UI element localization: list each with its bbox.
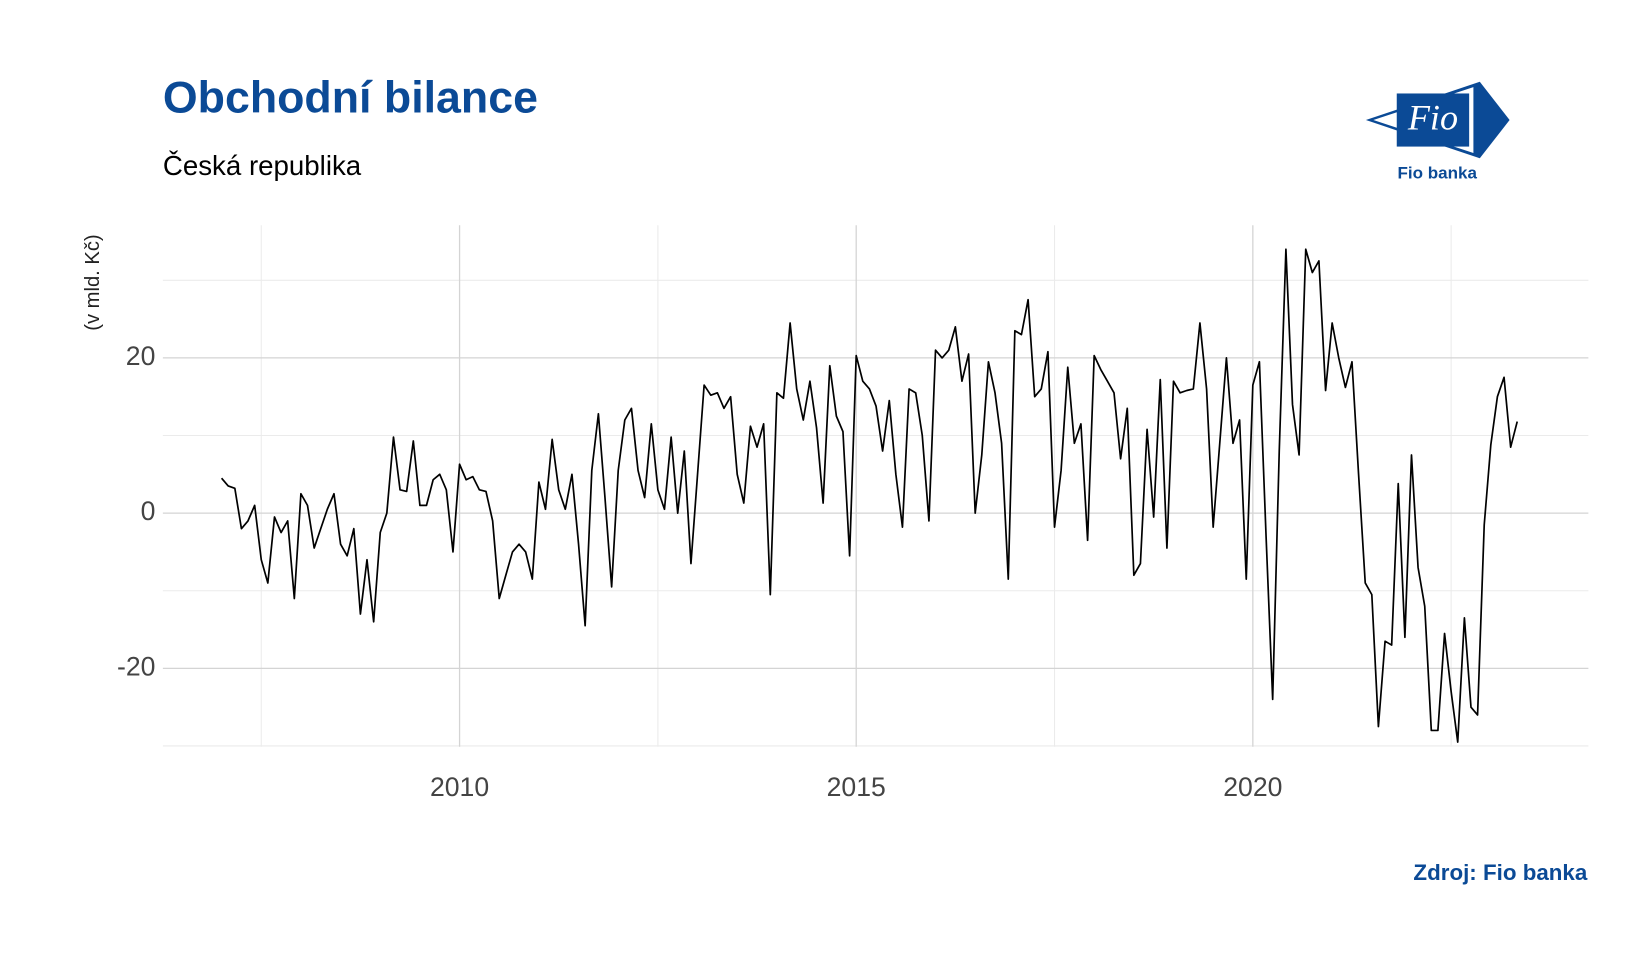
y-tick-label: 20 xyxy=(126,341,156,371)
logo: Fio Fio banka xyxy=(1365,81,1510,183)
y-tick-label: -20 xyxy=(117,651,155,681)
logo-box xyxy=(1396,93,1470,147)
y-axis-label: (v mld. Kč) xyxy=(82,234,104,330)
plot-area: -20 0 20 2010 2015 2020 xyxy=(117,225,1589,802)
chart-subtitle: Česká republika xyxy=(163,150,362,181)
source: Zdroj: Fio banka xyxy=(1413,860,1587,885)
logo-text: Fio xyxy=(1407,97,1458,137)
x-tick-label: 2015 xyxy=(827,772,886,802)
y-tick-label: 0 xyxy=(141,496,156,526)
data-line xyxy=(220,248,1519,743)
x-tick-label: 2010 xyxy=(430,772,489,802)
x-tick-label: 2020 xyxy=(1223,772,1282,802)
logo-caption: Fio banka xyxy=(1397,164,1477,183)
chart-title: Obchodní bilance xyxy=(163,74,538,123)
